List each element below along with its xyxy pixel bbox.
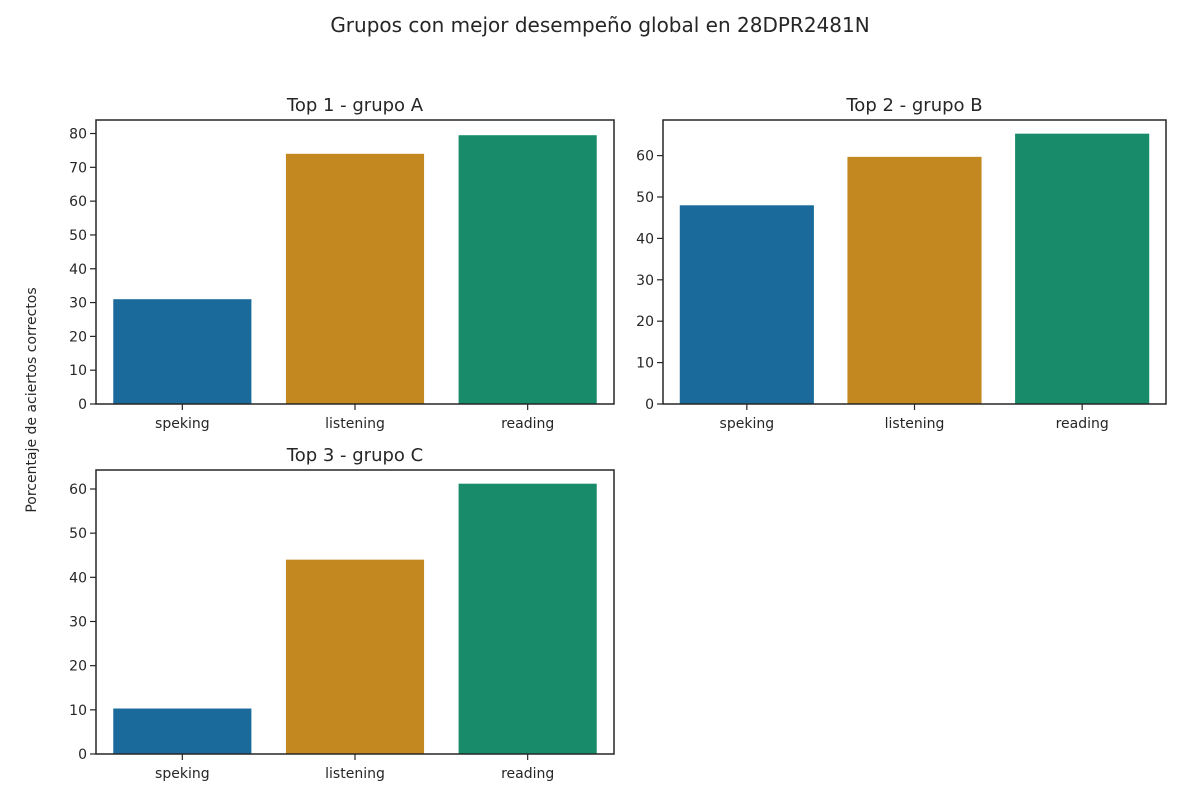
y-tick-label: 0 <box>78 397 87 413</box>
bar-listening <box>847 156 982 404</box>
y-tick-label: 20 <box>636 314 654 330</box>
subplot-3: Top 3 - grupo C 0 10 20 30 40 50 60 speking liste… <box>69 445 615 782</box>
subplot-1: Top 1 - grupo A 0 10 20 30 40 50 60 70 80 speking l… <box>69 95 615 432</box>
y-tick-label: 10 <box>69 363 87 379</box>
x-tick-label: listening <box>885 416 945 432</box>
y-tick-label: 30 <box>69 614 87 630</box>
bar-reading <box>458 135 597 404</box>
y-tick-label: 10 <box>636 356 654 372</box>
y-tick-label: 10 <box>69 703 87 719</box>
y-tick-label: 60 <box>69 194 87 210</box>
x-tick-label: speking <box>720 416 775 432</box>
y-tick-label: 40 <box>636 231 654 247</box>
subplots: Top 1 - grupo A 0 10 20 30 40 50 60 70 80 speking l… <box>69 95 1167 782</box>
subplot-title: Top 1 - grupo A <box>286 95 424 116</box>
bar-reading <box>458 483 597 754</box>
subplot-title: Top 2 - grupo B <box>845 95 982 116</box>
y-tick-label: 50 <box>69 526 87 542</box>
y-tick-label: 60 <box>69 482 87 498</box>
bar-reading <box>1015 133 1150 404</box>
x-tick-label: listening <box>325 416 385 432</box>
figure-suptitle: Grupos con mejor desempeño global en 28D… <box>330 13 869 37</box>
bar-listening <box>285 559 425 754</box>
bar-speking <box>113 708 252 754</box>
x-tick-label: speking <box>155 766 210 782</box>
y-tick-label: 70 <box>69 160 87 176</box>
x-tick-label: speking <box>155 416 210 432</box>
subplot-title: Top 3 - grupo C <box>286 445 423 466</box>
y-tick-label: 20 <box>69 329 87 345</box>
y-tick-label: 30 <box>69 296 87 312</box>
y-tick-label: 20 <box>69 659 87 675</box>
y-tick-label: 80 <box>69 127 87 143</box>
x-tick-label: listening <box>325 766 385 782</box>
figure-ylabel: Porcentaje de aciertos correctos <box>24 287 40 512</box>
bar-listening <box>285 153 425 404</box>
bar-speking <box>679 205 814 404</box>
x-tick-label: reading <box>501 416 554 432</box>
y-tick-label: 30 <box>636 273 654 289</box>
subplot-2: Top 2 - grupo B 0 10 20 30 40 50 60 speking liste… <box>636 95 1167 432</box>
y-tick-label: 40 <box>69 262 87 278</box>
bar-speking <box>113 299 252 404</box>
y-tick-label: 50 <box>69 228 87 244</box>
y-tick-label: 50 <box>636 190 654 206</box>
x-tick-label: reading <box>501 766 554 782</box>
y-tick-label: 40 <box>69 570 87 586</box>
y-tick-label: 0 <box>645 397 654 413</box>
y-tick-label: 60 <box>636 149 654 165</box>
y-tick-label: 0 <box>78 747 87 763</box>
x-tick-label: reading <box>1056 416 1109 432</box>
